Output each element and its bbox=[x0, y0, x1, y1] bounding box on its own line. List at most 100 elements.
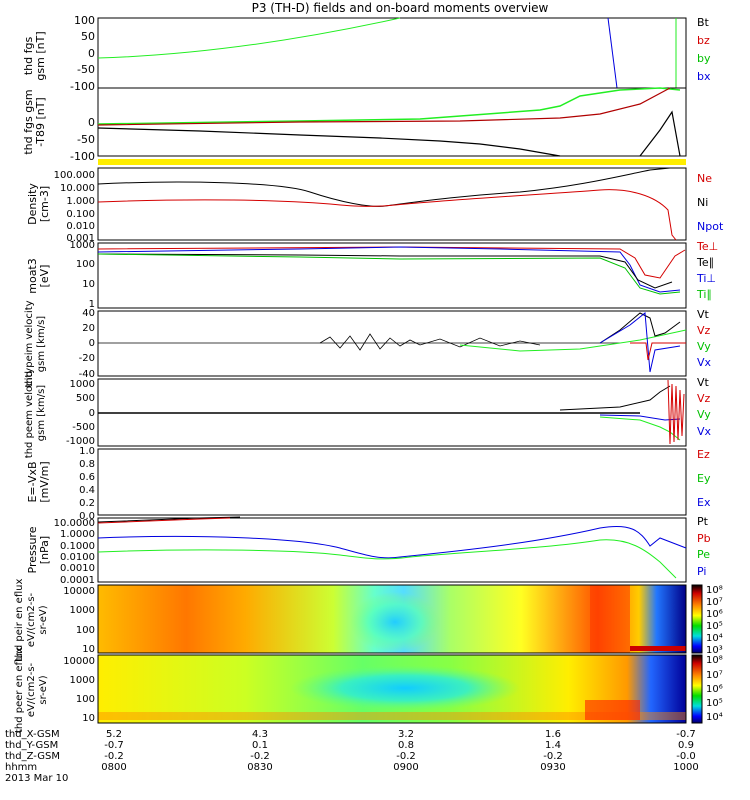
ytick: 0.100 bbox=[66, 209, 95, 220]
legend-vx: Vx bbox=[697, 425, 712, 438]
ytick: 0.4 bbox=[79, 485, 95, 496]
x-axis-labels: thd_X-GSM thd_Y-GSM thd_Z-GSM hhmm 2013 … bbox=[5, 729, 699, 784]
ytick: 0.0 bbox=[79, 511, 95, 522]
panel-electron-velocity: 1000 500 0 -500 -1000 thd peem velocityg… bbox=[24, 368, 712, 459]
ytick: 100 bbox=[76, 694, 95, 705]
series-red bbox=[97, 87, 671, 126]
ytick: -50 bbox=[77, 133, 95, 146]
legend-ti-par: Ti∥ bbox=[696, 288, 712, 301]
legend-te-par: Te∥ bbox=[696, 256, 714, 269]
legend-vt: Vt bbox=[697, 308, 710, 321]
figure-title: P3 (TH-D) fields and on-board moments ov… bbox=[252, 1, 549, 15]
ytick: 10 bbox=[82, 279, 95, 290]
legend-pe: Pe bbox=[697, 548, 710, 561]
ylabel-fgs: thd fgsgsm [nT] bbox=[22, 31, 47, 80]
ytick: 100 bbox=[74, 14, 95, 27]
cbar-label: 10⁶ bbox=[706, 609, 723, 620]
legend-npot: Npot bbox=[697, 220, 724, 233]
legend-by: by bbox=[697, 52, 711, 65]
axis-panel-electron-spectrogram: 10000 1000 100 10 bbox=[63, 656, 95, 724]
ytick: 0.001 bbox=[66, 233, 95, 244]
ytick: -20 bbox=[79, 353, 95, 364]
ytick: 0.0100 bbox=[60, 552, 95, 563]
ytick: 1 bbox=[89, 299, 95, 310]
ytick: 20 bbox=[82, 323, 95, 334]
legend-vz: Vz bbox=[697, 324, 711, 337]
panel-fgs-t89: 0 -50 -100 thd fgs gsm-T89 [nT] bbox=[22, 87, 687, 163]
ytick: 50 bbox=[81, 30, 95, 43]
ylabel-t89: thd fgs gsm-T89 [nT] bbox=[22, 89, 47, 154]
y-gsm-value: 1.4 bbox=[545, 740, 561, 751]
panel-pressure: 10.0000 1.0000 0.1000 0.0100 0.0010 0.00… bbox=[26, 515, 711, 586]
axis-panel-fgs: 100 50 0 -50 -100 bbox=[70, 14, 95, 93]
z-gsm-value: -0.2 bbox=[396, 751, 416, 762]
axis-panel-ion-velocity: 40 20 0 -20 -40 bbox=[79, 308, 95, 380]
ytick: 1000 bbox=[70, 675, 95, 686]
x-gsm-value: 5.2 bbox=[106, 729, 122, 740]
series-noise bbox=[319, 333, 541, 351]
ytick: 0.2 bbox=[79, 498, 95, 509]
ion-low-energy-line bbox=[630, 646, 686, 651]
cbar-label: 10⁸ bbox=[706, 655, 723, 666]
ylabel-electron-spectrogram: thd peer en efluxeV/(cm2-s-sr-eV) bbox=[14, 647, 49, 733]
ytick: 10 bbox=[82, 644, 95, 655]
legend-bx: bx bbox=[697, 70, 711, 83]
ytick: 40 bbox=[82, 308, 95, 319]
axis-panel-efield: 1.0 0.8 0.6 0.4 0.2 0.0 bbox=[79, 446, 95, 522]
legend-ey: Ey bbox=[697, 472, 711, 485]
ytick: -1000 bbox=[66, 436, 95, 447]
series-by bbox=[97, 17, 401, 59]
series-blue-spike bbox=[599, 312, 681, 373]
legend-pi: Pi bbox=[697, 565, 706, 578]
y-gsm-value: 0.9 bbox=[678, 740, 694, 751]
z-gsm-value: -0.2 bbox=[250, 751, 270, 762]
ytick: 0 bbox=[89, 338, 95, 349]
ytick: 0 bbox=[88, 47, 95, 60]
ytick: -500 bbox=[72, 422, 95, 433]
legend-ez: Ez bbox=[697, 448, 710, 461]
ytick: 500 bbox=[76, 393, 95, 404]
legend-vx: Vx bbox=[697, 356, 712, 369]
ytick: 1000 bbox=[70, 605, 95, 616]
ytick: 10.000 bbox=[60, 183, 95, 194]
series-green-drift bbox=[459, 329, 687, 352]
legend-bz: bz bbox=[697, 34, 710, 47]
ytick: 10000 bbox=[63, 656, 95, 667]
cbar-label: 10⁶ bbox=[706, 684, 723, 695]
series-pe bbox=[97, 539, 677, 579]
row-label-hhmm: hhmm bbox=[5, 762, 37, 773]
ytick: 0.0001 bbox=[60, 575, 95, 586]
cbar-label: 10⁵ bbox=[706, 698, 723, 709]
series-pi bbox=[97, 525, 687, 559]
y-gsm-value: 0.1 bbox=[252, 740, 268, 751]
ytick: 0 bbox=[89, 408, 95, 419]
colorbar-electron bbox=[691, 654, 703, 724]
ylabel-temperature: moat3[eV] bbox=[26, 258, 51, 294]
ytick: 10 bbox=[82, 713, 95, 724]
colorbar-electron-labels: 10⁸ 10⁷ 10⁶ 10⁵ 10⁴ bbox=[706, 655, 723, 723]
electron-red-patch bbox=[585, 700, 640, 720]
hhmm-value: 0830 bbox=[247, 762, 272, 773]
series-green bbox=[599, 416, 681, 441]
cbar-label: 10⁷ bbox=[706, 597, 723, 608]
cbar-label: 10⁴ bbox=[706, 712, 723, 723]
legend-vy: Vy bbox=[697, 340, 711, 353]
series-ti-perp bbox=[97, 246, 681, 293]
series-red-spike bbox=[630, 342, 686, 361]
hhmm-value: 1000 bbox=[673, 762, 698, 773]
legend-vy: Vy bbox=[697, 408, 711, 421]
legend-pt: Pt bbox=[697, 515, 709, 528]
ytick: 100 bbox=[76, 259, 95, 270]
legend-bt: Bt bbox=[697, 16, 710, 29]
electron-bottom-band bbox=[98, 712, 686, 720]
series-pb bbox=[97, 517, 231, 524]
legend-ni: Ni bbox=[697, 196, 708, 209]
legend-ti-perp: Ti⊥ bbox=[696, 272, 716, 285]
legend-ne: Ne bbox=[697, 172, 712, 185]
axis-panel-pressure: 10.0000 1.0000 0.1000 0.0100 0.0010 0.00… bbox=[54, 518, 95, 586]
colorbar-ion bbox=[691, 584, 703, 654]
panel-density: 100.000 10.000 1.000 0.100 0.010 0.001 D… bbox=[26, 167, 724, 244]
ion-low-energy-blob bbox=[350, 592, 440, 652]
legend-pb: Pb bbox=[697, 532, 711, 545]
